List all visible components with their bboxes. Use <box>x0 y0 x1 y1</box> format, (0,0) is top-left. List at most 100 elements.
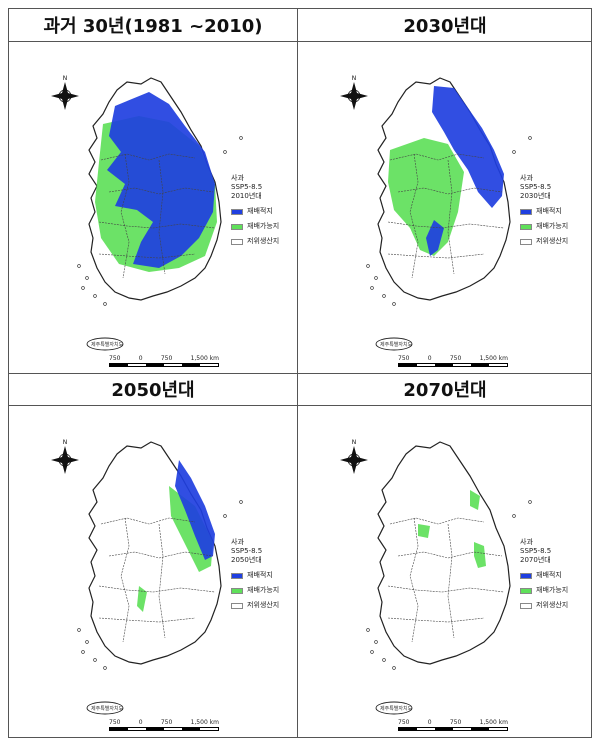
scale-label: 750 <box>109 719 121 726</box>
scale-segment <box>146 364 164 366</box>
scale-bar: 750 0 750 1,500 km <box>398 355 508 367</box>
legend-swatch <box>520 223 532 230</box>
province-boundary <box>108 187 214 195</box>
island <box>370 286 374 290</box>
island <box>382 294 386 298</box>
province-boundary <box>100 517 196 525</box>
legend-item: 재배가능지 <box>231 586 279 595</box>
island <box>77 628 81 632</box>
legend-title-line: SSP5-8.5 <box>520 547 552 555</box>
scale-bar: 750 0 750 1,500 km <box>398 719 508 731</box>
map-legend: 사과 SSP5-8.5 2070년대 재배적지 재배가능지 저위생산지 <box>520 538 568 610</box>
province-boundary <box>409 517 419 643</box>
korea-map: N <box>340 439 532 715</box>
legend-label: 재배적지 <box>536 207 562 215</box>
island <box>103 302 107 306</box>
legend-label: 저위생산지 <box>536 601 569 609</box>
korea-map: N <box>340 75 532 351</box>
legend-title-line: SSP5-8.5 <box>231 547 263 555</box>
province-boundary <box>409 153 419 279</box>
scale-segment <box>164 364 182 366</box>
legend-title-line: SSP5-8.5 <box>231 183 263 191</box>
legend-title-line: 2070년대 <box>520 556 551 564</box>
province-boundary <box>397 187 503 195</box>
island <box>93 294 97 298</box>
grid-divider-top <box>9 41 591 42</box>
province-boundary <box>387 221 505 229</box>
scale-segment <box>399 364 417 366</box>
map-panel-past: N 사과 SSP5-8.5 2010년대 재배적지 재배가능지 저위생산지 제주특별자치도 75… <box>9 42 297 372</box>
scale-segment <box>471 364 489 366</box>
province-boundary <box>100 153 196 161</box>
optimal-zone <box>432 86 504 208</box>
island <box>512 150 516 154</box>
island <box>239 136 243 140</box>
island <box>81 286 85 290</box>
legend-swatch <box>231 572 243 579</box>
island <box>81 650 85 654</box>
legend-item: 재배가능지 <box>520 222 568 231</box>
scale-label: 0 <box>138 719 143 726</box>
figure-grid: 과거 30년(1981 ~2010) 2030년대 2050년대 2070년대 … <box>8 8 592 738</box>
jeju-label: 제주특별자치도 <box>380 342 413 348</box>
legend-label: 재배가능지 <box>536 222 569 230</box>
svg-text:N: N <box>352 439 357 446</box>
legend-swatch <box>231 238 243 245</box>
legend-label: 저위생산지 <box>536 237 569 245</box>
province-boundary <box>447 523 455 639</box>
scale-label: 750 <box>109 355 121 362</box>
jeju-island <box>375 701 413 715</box>
legend-item: 재배적지 <box>520 571 568 580</box>
legend-title-line: 2030년대 <box>520 192 551 200</box>
legend-item: 재배적지 <box>231 571 279 580</box>
island <box>93 658 97 662</box>
korea-map: N <box>51 75 243 351</box>
legend-swatch <box>231 208 243 215</box>
province-boundary <box>120 517 130 643</box>
legend-swatch <box>520 572 532 579</box>
optimal-zone <box>107 92 215 268</box>
scale-label: 750 <box>449 719 462 726</box>
svg-text:N: N <box>63 439 68 446</box>
jeju-island <box>86 337 124 351</box>
possible-zone <box>418 524 430 538</box>
legend-item: 저위생산지 <box>231 601 279 610</box>
scale-segment <box>110 364 128 366</box>
legend-label: 저위생산지 <box>247 237 280 245</box>
map-panel-2030: N 사과 SSP5-8.5 2030년대 재배적지 재배가능지 저위생산지 제주특별자치도 75… <box>298 42 586 372</box>
legend-title-line: 2050년대 <box>231 556 262 564</box>
legend-swatch <box>231 602 243 609</box>
scale-segment <box>435 364 453 366</box>
island <box>374 640 378 644</box>
scale-label: 750 <box>160 719 173 726</box>
compass-rose-icon: N <box>340 75 368 110</box>
legend-swatch <box>231 587 243 594</box>
map-panel-2070: N 사과 SSP5-8.5 2070년대 재배적지 재배가능지 저위생산지 제주특별자치도 75… <box>298 406 586 736</box>
scale-segment <box>417 364 435 366</box>
scale-label: 1,500 km <box>479 355 508 362</box>
scale-segment <box>200 364 218 366</box>
legend-title-line: 사과 <box>231 538 244 546</box>
legend-label: 재배적지 <box>247 207 273 215</box>
scale-segment <box>200 728 218 730</box>
legend-item: 재배가능지 <box>231 222 279 231</box>
legend-label: 재배가능지 <box>536 586 569 594</box>
scale-segment <box>453 364 471 366</box>
legend-item: 재배가능지 <box>520 586 568 595</box>
legend-label: 재배가능지 <box>247 586 280 594</box>
possible-zone <box>388 138 464 256</box>
province-boundary <box>158 523 166 639</box>
province-boundary <box>120 153 130 279</box>
jeju-label: 제주특별자치도 <box>380 706 413 712</box>
scale-segment <box>471 728 489 730</box>
legend-swatch <box>231 223 243 230</box>
svg-text:N: N <box>63 75 68 82</box>
island <box>392 302 396 306</box>
island <box>528 500 532 504</box>
compass-rose-icon: N <box>340 439 368 474</box>
island <box>366 264 370 268</box>
island <box>370 650 374 654</box>
province-boundary <box>387 585 505 593</box>
province-boundary <box>98 585 216 593</box>
korea-map: N <box>51 439 243 715</box>
